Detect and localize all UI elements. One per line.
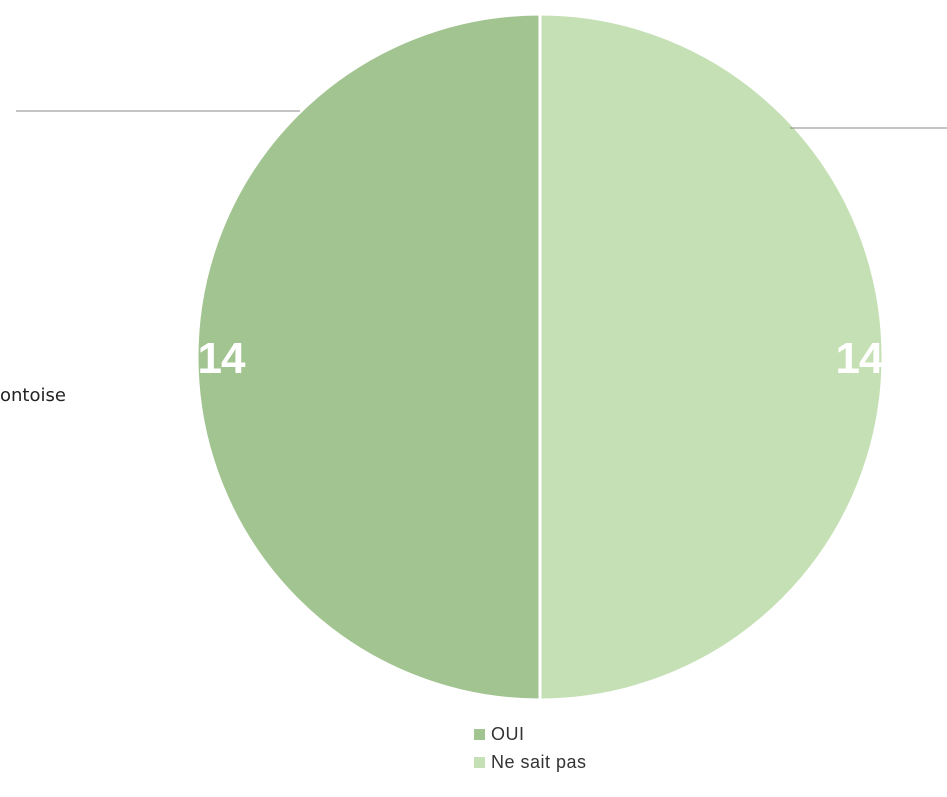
pie-slice-oui bbox=[195, 12, 542, 702]
legend-label-ne-sait-pas: Ne sait pas bbox=[491, 752, 587, 772]
legend-swatch-oui bbox=[474, 729, 485, 740]
data-labels: 14 14 bbox=[198, 334, 885, 383]
legend-label-oui: OUI bbox=[491, 724, 525, 744]
partial-category-label: ontoise bbox=[0, 385, 66, 406]
data-label-ne-sait-pas: 14 bbox=[836, 334, 884, 383]
pie-slices bbox=[195, 12, 885, 702]
pie-slice-ne-sait-pas bbox=[538, 12, 885, 702]
legend-swatch-ne-sait-pas bbox=[474, 757, 485, 768]
legend: OUI Ne sait pas bbox=[474, 724, 587, 772]
data-label-oui: 14 bbox=[198, 334, 246, 383]
